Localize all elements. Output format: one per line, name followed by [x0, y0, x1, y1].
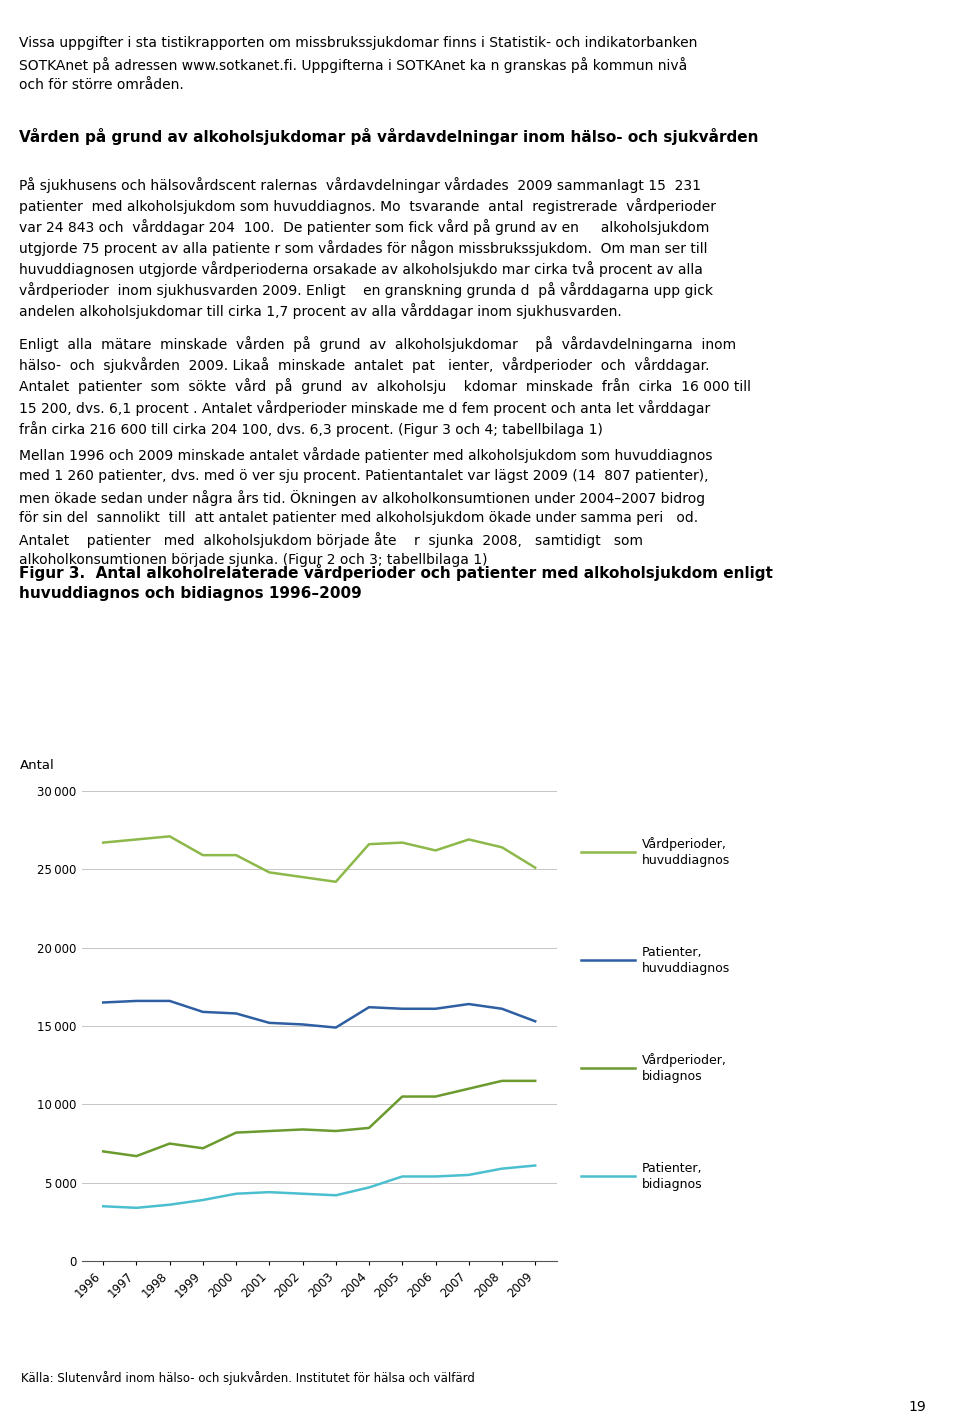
Text: med 1 260 patienter, dvs. med ö ver sju procent. Patientantalet var lägst 2009 (: med 1 260 patienter, dvs. med ö ver sju … — [19, 469, 708, 483]
Text: Vårdperioder,
bidiagnos: Vårdperioder, bidiagnos — [642, 1053, 727, 1083]
Text: Vissa uppgifter i sta tistikrapporten om missbrukssjukdomar finns i Statistik- o: Vissa uppgifter i sta tistikrapporten om… — [19, 36, 698, 50]
Text: Antalet  patienter  som  sökte  vård  på  grund  av  alkoholsju    kdomar  minsk: Antalet patienter som sökte vård på grun… — [19, 379, 752, 395]
Text: Patienter,
bidiagnos: Patienter, bidiagnos — [642, 1161, 703, 1191]
Text: från cirka 216 600 till cirka 204 100, dvs. 6,3 procent. (Figur 3 och 4; tabellb: från cirka 216 600 till cirka 204 100, d… — [19, 420, 603, 436]
Text: utgjorde 75 procent av alla patiente r som vårdades för någon missbrukssjukdom. : utgjorde 75 procent av alla patiente r s… — [19, 239, 708, 256]
Text: SOTKAnet på adressen www.sotkanet.fi. Uppgifterna i SOTKAnet ka n granskas på ko: SOTKAnet på adressen www.sotkanet.fi. Up… — [19, 57, 687, 73]
Text: hälso-  och  sjukvården  2009. Likaå  minskade  antalet  pat   ienter,  vårdperi: hälso- och sjukvården 2009. Likaå minska… — [19, 358, 709, 373]
Text: Antalet    patienter   med  alkoholsjukdom började åte    r  sjunka  2008,   sam: Antalet patienter med alkoholsjukdom bör… — [19, 532, 643, 547]
Text: Mellan 1996 och 2009 minskade antalet vårdade patienter med alkoholsjukdom som h: Mellan 1996 och 2009 minskade antalet vå… — [19, 447, 712, 463]
Text: 19: 19 — [909, 1399, 926, 1414]
Text: Vården på grund av alkoholsjukdomar på vårdavdelningar inom hälso- och sjukvårde: Vården på grund av alkoholsjukdomar på v… — [19, 128, 758, 145]
Text: alkoholkonsumtionen började sjunka. (Figur 2 och 3; tabellbilaga 1): alkoholkonsumtionen började sjunka. (Fig… — [19, 553, 488, 567]
Text: patienter  med alkoholsjukdom som huvuddiagnos. Mo  tsvarande  antal  registrera: patienter med alkoholsjukdom som huvuddi… — [19, 198, 716, 214]
Text: huvuddiagnos och bidiagnos 1996–2009: huvuddiagnos och bidiagnos 1996–2009 — [19, 586, 362, 601]
Text: Enligt  alla  mätare  minskade  vården  på  grund  av  alkoholsjukdomar    på  v: Enligt alla mätare minskade vården på gr… — [19, 336, 736, 352]
Text: 15 200, dvs. 6,1 procent . Antalet vårdperioder minskade me d fem procent och an: 15 200, dvs. 6,1 procent . Antalet vårdp… — [19, 399, 710, 416]
Text: Antal: Antal — [20, 760, 55, 772]
Text: Figur 3.  Antal alkoholrelaterade vårdperioder och patienter med alkoholsjukdom : Figur 3. Antal alkoholrelaterade vårdper… — [19, 564, 773, 581]
Text: På sjukhusens och hälsovårdscent ralernas  vårdavdelningar vårdades  2009 samman: På sjukhusens och hälsovårdscent ralerna… — [19, 177, 701, 192]
Text: Vårdperioder,
huvuddiagnos: Vårdperioder, huvuddiagnos — [642, 836, 731, 866]
Text: och för större områden.: och för större områden. — [19, 78, 184, 93]
Text: Patienter,
huvuddiagnos: Patienter, huvuddiagnos — [642, 946, 731, 975]
Text: andelen alkoholsjukdomar till cirka 1,7 procent av alla vårddagar inom sjukhusva: andelen alkoholsjukdomar till cirka 1,7 … — [19, 304, 622, 319]
Text: Källa: Slutenvård inom hälso- och sjukvården. Institutet för hälsa och välfärd: Källa: Slutenvård inom hälso- och sjukvå… — [21, 1371, 475, 1385]
Text: var 24 843 och  vårddagar 204  100.  De patienter som fick vård på grund av en  : var 24 843 och vårddagar 204 100. De pat… — [19, 219, 709, 235]
Text: vårdperioder  inom sjukhusvarden 2009. Enligt    en granskning grunda d  på vård: vårdperioder inom sjukhusvarden 2009. En… — [19, 282, 713, 298]
Text: huvuddiagnosen utgjorde vårdperioderna orsakade av alkoholsjukdo mar cirka två p: huvuddiagnosen utgjorde vårdperioderna o… — [19, 261, 703, 276]
Text: men ökade sedan under några års tid. Ökningen av alkoholkonsumtionen under 2004–: men ökade sedan under några års tid. Ökn… — [19, 490, 706, 506]
Text: för sin del  sannolikt  till  att antalet patienter med alkoholsjukdom ökade und: för sin del sannolikt till att antalet p… — [19, 510, 698, 524]
